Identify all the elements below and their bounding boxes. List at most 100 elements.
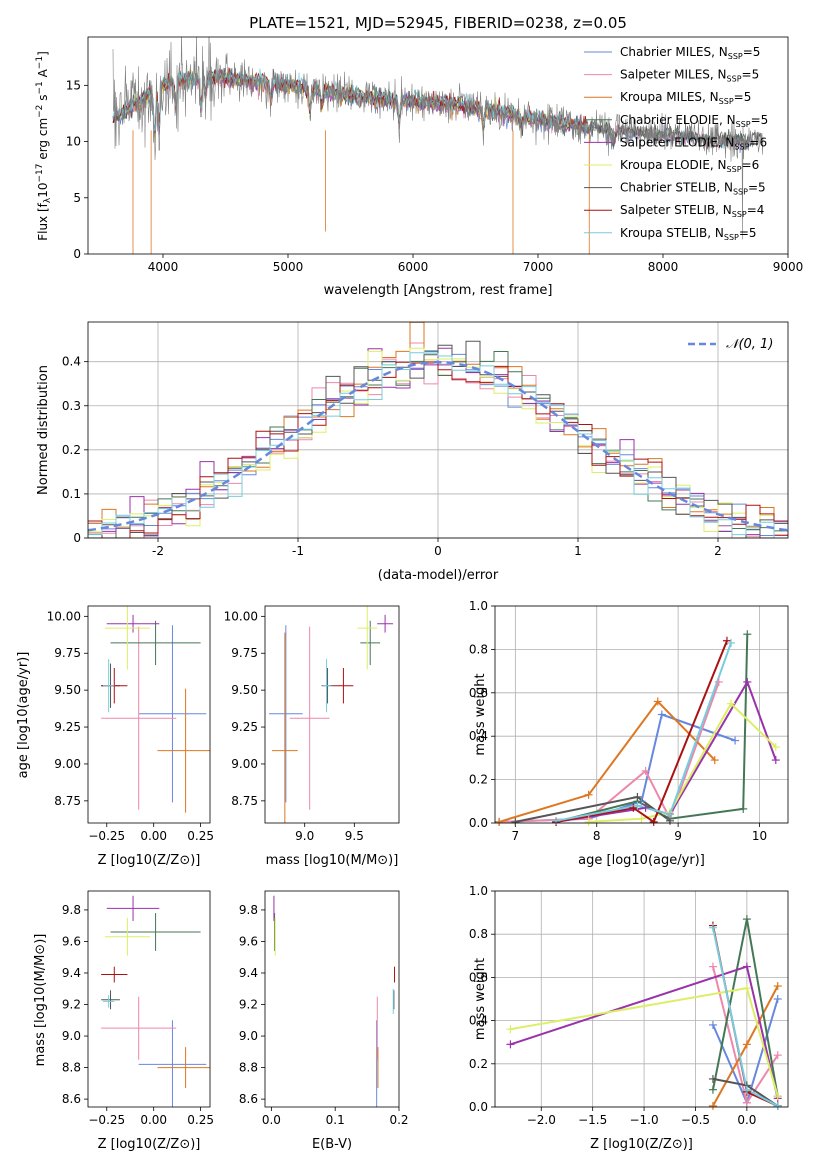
y-tick-label: 0 (73, 247, 81, 261)
weight-line-8 (712, 927, 779, 1107)
legend-entry: Salpeter STELIB, NSSP=4 (620, 203, 764, 219)
y-axis-label: mass [log10(M/M⊙)] (33, 934, 48, 1067)
legend-entry: Kroupa ELODIE, NSSP=6 (620, 158, 759, 174)
axes-frame (87, 890, 211, 1108)
ticks: −0.25 0.00 0.25 8.75 9.00 9.25 9.50 9.75 10.00 (47, 609, 214, 843)
ticks: −0.25 0.00 0.25 8.6 8.8 9.0 9.2 9.4 9.6 9.8 (62, 903, 214, 1127)
x-tick-label: 0.00 (140, 1113, 167, 1127)
mass-vs-metallicity-panel: −0.25 0.00 0.25 8.6 8.8 9.0 9.2 9.4 9.6 9.8 Z [log… (33, 890, 214, 1152)
legend-entry: Kroupa MILES, NSSP=5 (620, 90, 751, 106)
y-tick-label: 0.3 (62, 399, 81, 413)
x-tick-label: 7 (512, 829, 520, 843)
x-tick-label: −0.25 (88, 829, 125, 843)
x-tick-label: -2 (152, 544, 164, 558)
y-tick-label: 5 (73, 191, 81, 205)
weight-vs-metallicity-panel: −2.0 −1.5 −1.0 −0.5 0.0 0.0 0.2 0.4 0.6 0.8 1.0 Z [… (469, 884, 789, 1152)
y-tick-label: 0.4 (469, 729, 488, 743)
x-tick-label: −1.0 (629, 1113, 658, 1127)
x-tick-label: 5000 (273, 260, 304, 274)
y-tick-label: 10.00 (47, 609, 81, 623)
ticks: 4000 5000 6000 7000 8000 9000 0 5 10 15 (66, 78, 804, 274)
y-tick-label: 9.4 (62, 966, 81, 980)
ticks: -2 -1 0 1 2 0 0.1 0.2 0.3 0.4 (62, 355, 722, 558)
axes-frame (494, 605, 789, 824)
y-axis-label: Flux [fλ10−17 erg cm−2 s−1 A−1] (35, 51, 53, 241)
y-tick-label: 0.2 (469, 773, 488, 787)
y-tick-label: 10.00 (224, 609, 258, 623)
y-tick-label: 9.8 (62, 903, 81, 917)
y-tick-label: 9.75 (231, 646, 258, 660)
x-tick-label: 4000 (148, 260, 179, 274)
x-axis-label: (data-model)/error (378, 568, 499, 583)
legend-entry: Salpeter MILES, NSSP=5 (620, 68, 759, 84)
plot-area (268, 606, 394, 823)
weight-line-7 (555, 640, 728, 823)
x-tick-label: 0.25 (187, 829, 214, 843)
x-tick-label: 1 (574, 544, 582, 558)
y-tick-label: 9.00 (54, 757, 81, 771)
x-tick-label: 0.2 (389, 1113, 408, 1127)
y-tick-label: 8.75 (54, 794, 81, 808)
y-axis-label: age [log10(age/yr)] (16, 652, 31, 779)
x-tick-label: −2.0 (527, 1113, 556, 1127)
ticks: 7 8 9 10 0.0 0.2 0.4 0.6 0.8 1.0 (469, 599, 767, 843)
histogram-step-4 (88, 347, 788, 538)
y-tick-label: 9.2 (239, 998, 258, 1012)
x-tick-label: -1 (292, 544, 304, 558)
y-tick-label: 9.25 (231, 720, 258, 734)
x-axis-label: wavelength [Angstrom, rest frame] (324, 283, 553, 298)
x-tick-label: 8000 (648, 260, 679, 274)
y-tick-label: 9.50 (231, 683, 258, 697)
axes-frame (264, 890, 400, 1108)
x-tick-label: 0.0 (737, 1113, 756, 1127)
y-tick-label: 1.0 (469, 884, 488, 898)
y-tick-label: 0.8 (469, 642, 488, 656)
ticks: 0.0 0.1 0.2 8.6 8.8 9.0 9.2 9.4 9.6 9.8 (239, 903, 409, 1127)
y-tick-label: 0.1 (62, 487, 81, 501)
y-tick-label: 0 (73, 531, 81, 545)
legend-entry: 𝒩(0, 1) (726, 337, 773, 352)
age-vs-metallicity-panel: −0.25 0.00 0.25 8.75 9.00 9.25 9.50 9.75 10.00 Z … (16, 605, 214, 868)
figure-title: PLATE=1521, MJD=52945, FIBERID=0238, z=0… (249, 14, 627, 32)
mass-vs-ebv-panel: 0.0 0.1 0.2 8.6 8.8 9.0 9.2 9.4 9.6 9.8 E(B-V) (239, 890, 409, 1152)
x-tick-label: −0.5 (681, 1113, 710, 1127)
weight-line-8 (555, 642, 732, 822)
x-tick-label: 0.0 (262, 1113, 281, 1127)
observed-spectrum (112, 37, 764, 240)
x-tick-label: −0.25 (88, 1113, 125, 1127)
weight-line-1 (499, 681, 720, 823)
y-tick-label: 9.25 (54, 720, 81, 734)
x-tick-label: 9.0 (295, 829, 314, 843)
legend-entry: Chabrier ELODIE, NSSP=5 (620, 113, 768, 129)
x-tick-label: 9000 (773, 260, 804, 274)
x-tick-label: 0.00 (140, 829, 167, 843)
x-axis-label: Z [log10(Z/Z⊙)] (98, 1137, 201, 1152)
gaussian-reference-curve (88, 360, 788, 532)
legend-entry: Kroupa STELIB, NSSP=5 (620, 226, 757, 242)
x-tick-label: 9 (674, 829, 682, 843)
x-axis-label: Z [log10(Z/Z⊙)] (590, 1137, 693, 1152)
y-axis-label: mass weight (473, 958, 488, 1040)
plot-area (101, 606, 210, 813)
weight-vs-age-panel: 7 8 9 10 0.0 0.2 0.4 0.6 0.8 1.0 age [log10(age/yr… (469, 599, 789, 868)
x-axis-label: E(B-V) (312, 1137, 352, 1152)
y-tick-label: 0.0 (469, 816, 488, 830)
histogram-step-6 (88, 340, 788, 538)
y-tick-label: 8.8 (62, 1061, 81, 1075)
y-tick-label: 8.6 (62, 1092, 81, 1106)
legend-entry: Chabrier STELIB, NSSP=5 (620, 181, 766, 197)
y-tick-label: 8.6 (239, 1092, 258, 1106)
y-tick-label: 0.4 (469, 1014, 488, 1028)
x-tick-label: 8 (593, 829, 601, 843)
axes-frame (87, 321, 789, 539)
y-tick-label: 10 (66, 135, 81, 149)
x-tick-label: −1.5 (578, 1113, 607, 1127)
x-tick-label: 7000 (523, 260, 554, 274)
x-tick-label: 6000 (398, 260, 429, 274)
ticks: −2.0 −1.5 −1.0 −0.5 0.0 0.0 0.2 0.4 0.6 0.8 1.0 (469, 884, 757, 1127)
y-tick-label: 9.4 (239, 966, 258, 980)
plot-area (273, 895, 396, 1107)
y-tick-label: 9.2 (62, 998, 81, 1012)
y-tick-label: 0.4 (62, 355, 81, 369)
y-tick-label: 8.75 (231, 794, 258, 808)
